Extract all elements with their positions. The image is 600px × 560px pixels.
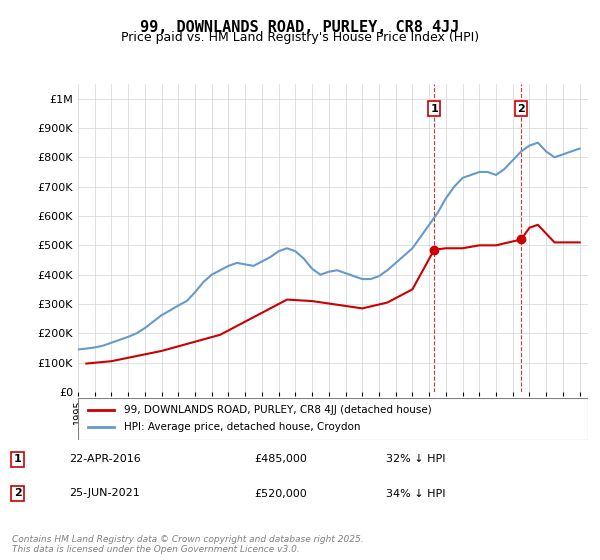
Text: 99, DOWNLANDS ROAD, PURLEY, CR8 4JJ: 99, DOWNLANDS ROAD, PURLEY, CR8 4JJ <box>140 20 460 35</box>
Text: £520,000: £520,000 <box>254 488 307 498</box>
Text: 25-JUN-2021: 25-JUN-2021 <box>70 488 140 498</box>
Text: £485,000: £485,000 <box>254 454 307 464</box>
Text: 2: 2 <box>517 104 525 114</box>
Text: Price paid vs. HM Land Registry's House Price Index (HPI): Price paid vs. HM Land Registry's House … <box>121 31 479 44</box>
Text: 32% ↓ HPI: 32% ↓ HPI <box>386 454 446 464</box>
Text: 1: 1 <box>14 454 22 464</box>
Text: 22-APR-2016: 22-APR-2016 <box>70 454 142 464</box>
Text: 34% ↓ HPI: 34% ↓ HPI <box>386 488 446 498</box>
Text: 2: 2 <box>14 488 22 498</box>
Text: Contains HM Land Registry data © Crown copyright and database right 2025.
This d: Contains HM Land Registry data © Crown c… <box>12 535 364 554</box>
Text: 99, DOWNLANDS ROAD, PURLEY, CR8 4JJ (detached house): 99, DOWNLANDS ROAD, PURLEY, CR8 4JJ (det… <box>124 405 431 415</box>
Text: 1: 1 <box>430 104 438 114</box>
Text: HPI: Average price, detached house, Croydon: HPI: Average price, detached house, Croy… <box>124 422 361 432</box>
FancyBboxPatch shape <box>78 398 588 440</box>
